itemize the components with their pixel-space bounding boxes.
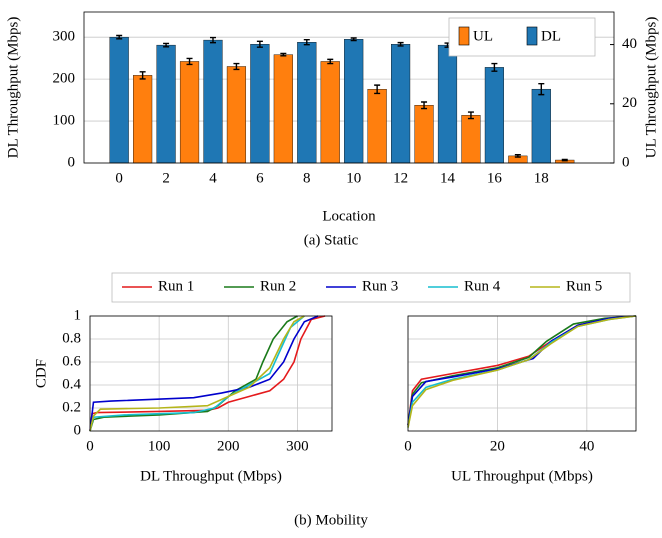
cdf-line (89, 315, 326, 432)
bar (133, 75, 153, 164)
y2-axis-label: UL Throughput (Mbps) (643, 17, 659, 159)
bar (437, 44, 458, 164)
legend-label: Run 4 (464, 278, 501, 294)
plot-frame (407, 315, 637, 432)
error-bar (421, 101, 428, 110)
error-bar (374, 84, 381, 95)
y-tick-label: 0 (68, 154, 76, 170)
x-tick-label: 12 (393, 170, 408, 186)
error-bar (256, 40, 263, 48)
y-tick-label: 0.8 (62, 330, 81, 346)
bar (226, 66, 247, 164)
error-bar (116, 34, 123, 40)
x-axis-label: DL Throughput (Mbps) (140, 468, 282, 484)
plot-frame (89, 315, 333, 432)
x-tick-label: 0 (115, 170, 123, 186)
plot-frame (83, 11, 615, 164)
legend-label: Run 5 (566, 278, 602, 294)
bar (203, 39, 223, 164)
y-tick-label: 200 (53, 71, 76, 87)
y-tick-label: 0.2 (62, 399, 81, 415)
y-tick-label: 100 (53, 112, 76, 128)
bar (531, 88, 551, 164)
y-axis-label: CDF (33, 359, 49, 388)
cdf-line (89, 315, 305, 432)
cdf-line (89, 315, 319, 432)
y2-tick-label: 20 (622, 95, 637, 111)
y2-tick-label: 0 (622, 154, 630, 170)
error-bar (561, 158, 568, 162)
x-tick-label: 16 (487, 170, 503, 186)
bar (484, 67, 504, 164)
x-tick-label: 18 (534, 170, 549, 186)
bar (344, 39, 364, 164)
error-bar (538, 83, 545, 96)
legend-swatch (458, 26, 470, 46)
bar (156, 44, 176, 164)
bar (109, 36, 129, 164)
error-bar (397, 41, 404, 47)
error-bar (233, 62, 240, 71)
x-tick-label: 200 (217, 438, 240, 454)
error-bar (280, 52, 287, 57)
cdf-line (407, 315, 637, 426)
y-tick-label: 0.6 (62, 353, 81, 369)
bar (250, 44, 270, 164)
cdf-line (407, 315, 637, 428)
error-bar (327, 58, 334, 65)
caption: (b) Mobility (294, 512, 368, 528)
legend-label: Run 1 (158, 278, 194, 294)
legend-box (448, 17, 596, 57)
error-bar (163, 42, 170, 48)
error-bar (467, 111, 474, 120)
y-axis-label: DL Throughput (Mbps) (5, 17, 21, 159)
error-bar (491, 62, 498, 72)
y-tick-label: 0.4 (62, 376, 81, 392)
bar (320, 61, 340, 164)
legend-label: Run 3 (362, 278, 398, 294)
x-tick-label: 0 (404, 438, 412, 454)
error-bar (350, 37, 357, 42)
bar (179, 61, 200, 164)
error-bar (303, 38, 310, 46)
x-axis-label: Location (322, 208, 376, 224)
y-tick-label: 1 (74, 307, 82, 323)
legend-label: DL (541, 28, 561, 44)
bar (461, 115, 481, 164)
x-tick-label: 10 (346, 170, 361, 186)
cdf-line (407, 315, 637, 426)
x-tick-label: 6 (256, 170, 264, 186)
x-tick-label: 8 (303, 170, 311, 186)
error-bar (186, 57, 193, 66)
legend-label: Run 2 (260, 278, 296, 294)
x-tick-label: 2 (162, 170, 170, 186)
x-tick-label: 14 (440, 170, 456, 186)
error-bar (139, 71, 146, 80)
y-tick-label: 0 (74, 422, 82, 438)
x-tick-label: 300 (286, 438, 309, 454)
x-tick-label: 40 (579, 438, 594, 454)
caption: (a) Static (304, 232, 359, 248)
cdf-line (89, 315, 305, 432)
bar (414, 105, 434, 164)
y-tick-label: 300 (53, 29, 76, 45)
x-tick-label: 0 (86, 438, 94, 454)
bar (297, 42, 317, 164)
x-tick-label: 100 (148, 438, 171, 454)
x-tick-label: 4 (209, 170, 217, 186)
error-bar (514, 154, 521, 158)
x-axis-label: UL Throughput (Mbps) (451, 468, 593, 484)
cdf-line (407, 315, 637, 426)
legend-label: UL (473, 28, 493, 44)
x-tick-label: 20 (490, 438, 505, 454)
y2-tick-label: 40 (622, 36, 637, 52)
legend-swatch (526, 26, 538, 46)
error-bar (209, 36, 216, 44)
cdf-line (407, 315, 637, 428)
bar (273, 54, 293, 164)
cdf-line (89, 315, 298, 432)
bar (391, 44, 411, 164)
bar (367, 89, 387, 164)
